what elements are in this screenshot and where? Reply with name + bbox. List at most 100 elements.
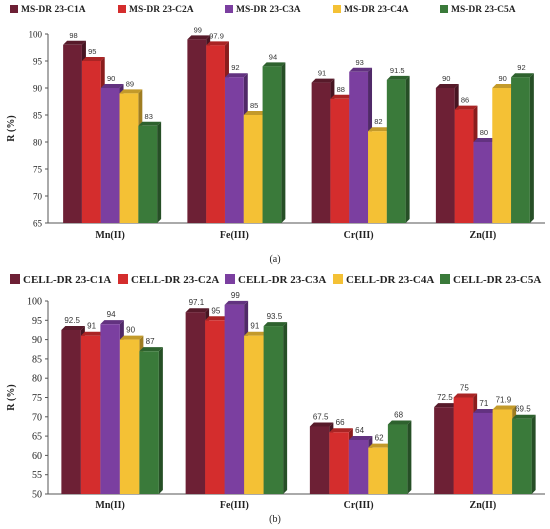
legend-swatch (225, 5, 233, 13)
bar (119, 339, 140, 494)
bar (454, 109, 474, 223)
legend: MS-DR 23-C1A MS-DR 23-C2A MS-DR 23-C3A MS-D… (10, 5, 516, 15)
data-label: 62 (375, 434, 384, 443)
data-label: 71 (479, 399, 488, 408)
bar-top (206, 41, 229, 46)
data-label: 98 (69, 31, 77, 40)
data-label: 97.9 (209, 31, 224, 40)
bar-top (329, 428, 353, 433)
bar-top (243, 111, 267, 115)
data-label: 93 (355, 58, 363, 67)
legend-swatch (440, 274, 450, 284)
bar-top (119, 335, 144, 340)
bar-side (158, 347, 163, 494)
data-label: 90 (107, 74, 115, 83)
legend-swatch (118, 5, 126, 13)
y-tick-label: 70 (33, 192, 43, 202)
bar-top (387, 420, 412, 425)
bar-top (309, 422, 334, 427)
data-label: 92.5 (64, 316, 80, 325)
bar (63, 44, 82, 223)
bar (243, 115, 263, 223)
data-label: 90 (126, 326, 135, 335)
data-label: 68 (394, 411, 403, 420)
data-label: 67.5 (313, 412, 329, 421)
bar (263, 326, 284, 494)
legend-swatch (10, 274, 20, 284)
data-label: 80 (480, 128, 488, 137)
bar-top (512, 414, 536, 419)
data-label: 99 (194, 25, 202, 34)
legend-label: MS-DR 23-C5A (451, 5, 516, 15)
bar (100, 324, 120, 494)
data-label: 95 (88, 47, 96, 56)
bar-top (368, 443, 392, 448)
legend-label: CELL-DR 23-C3A (238, 274, 326, 286)
bar-top (185, 308, 210, 313)
bar-side (529, 73, 534, 223)
bar-top (244, 331, 268, 336)
x-category-label: Zn(II) (470, 500, 497, 511)
bar-top (205, 316, 229, 321)
bar (80, 335, 101, 494)
bar (224, 304, 245, 494)
data-label: 94 (269, 52, 277, 61)
bar-top (187, 35, 211, 40)
x-category-label: Fe(III) (220, 500, 249, 511)
data-label: 89 (126, 79, 134, 88)
bar-top (100, 320, 124, 325)
bar-top (61, 325, 85, 330)
legend-label: MS-DR 23-C4A (344, 5, 409, 15)
bar (512, 418, 532, 494)
data-label: 72.5 (437, 393, 453, 402)
legend-label: CELL-DR 23-C2A (131, 274, 219, 286)
y-tick-label: 55 (32, 470, 42, 481)
bar (185, 312, 206, 494)
data-label: 92 (517, 63, 525, 72)
data-label: 94 (107, 310, 116, 319)
y-tick-label: 70 (32, 412, 42, 423)
bar (386, 79, 406, 224)
y-tick-label: 75 (33, 165, 43, 175)
y-tick-label: 90 (32, 335, 42, 346)
legend-swatch (333, 274, 343, 284)
bar-top (473, 138, 497, 142)
bar (311, 82, 331, 223)
bar-top (224, 300, 249, 305)
bar-top (119, 89, 143, 94)
bar (330, 98, 350, 223)
y-tick-label: 100 (29, 30, 43, 40)
bar-top (386, 75, 410, 80)
y-axis-label: R (%) (6, 115, 17, 141)
y-tick-label: 85 (33, 111, 43, 121)
legend-swatch (118, 274, 128, 284)
bar-top (139, 347, 163, 352)
y-axis-label: R (%) (6, 384, 17, 410)
bar (139, 351, 159, 494)
y-tick-label: 80 (32, 374, 42, 385)
bar (329, 432, 349, 494)
y-tick-label: 50 (32, 490, 42, 501)
data-label: 64 (355, 426, 364, 435)
bar (224, 77, 244, 223)
data-label: 99 (231, 291, 240, 300)
data-label: 85 (250, 101, 258, 110)
data-label: 88 (337, 85, 345, 94)
bar-top (511, 73, 534, 78)
bar (492, 409, 513, 494)
chart-panel-0: MS-DR 23-C1A MS-DR 23-C2A MS-DR 23-C3A MS-D… (6, 5, 545, 265)
panel-label: (b) (269, 514, 281, 525)
bar (368, 131, 387, 223)
y-tick-label: 95 (32, 316, 42, 327)
data-label: 90 (499, 74, 507, 83)
x-category-label: Cr(III) (344, 230, 374, 241)
bar (473, 142, 493, 223)
bar (368, 447, 388, 494)
bar-top (100, 84, 124, 88)
x-category-label: Mn(II) (95, 230, 124, 241)
data-label: 86 (461, 96, 469, 105)
chart-panel-1: CELL-DR 23-C1A CELL-DR 23-C2A CELL-DR 23-C… (6, 274, 545, 525)
data-label: 95 (211, 306, 220, 315)
legend-label: MS-DR 23-C3A (236, 5, 301, 15)
bar-top (262, 62, 286, 67)
